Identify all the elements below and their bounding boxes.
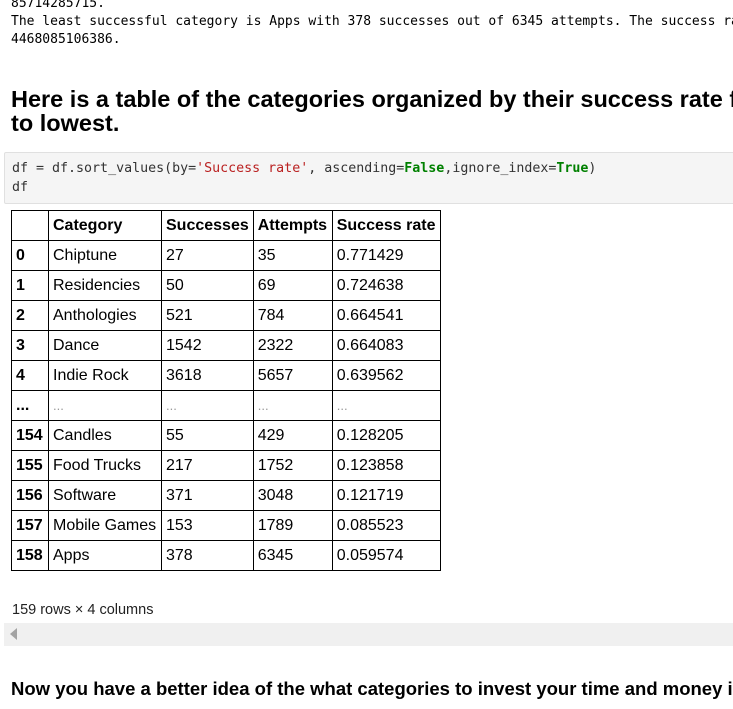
table-row: 1 Residencies 50 69 0.724638: [12, 271, 441, 301]
table-row: 156 Software 371 3048 0.121719: [12, 481, 441, 511]
row-index: 2: [12, 301, 49, 331]
header-successes: Successes: [162, 211, 254, 241]
table-row: 4 Indie Rock 3618 5657 0.639562: [12, 361, 441, 391]
row-index: 0: [12, 241, 49, 271]
cell-category: Software: [49, 481, 162, 511]
cell-successes: 371: [162, 481, 254, 511]
output-line-1: 85714285715.: [11, 0, 105, 11]
cell-category: Residencies: [49, 271, 162, 301]
header-attempts: Attempts: [253, 211, 332, 241]
code-keyword: True: [556, 161, 588, 176]
cell-category: Candles: [49, 421, 162, 451]
cell-ellipsis: ...: [253, 391, 332, 421]
cell-success-rate: 0.664541: [332, 301, 440, 331]
cell-success-rate: 0.639562: [332, 361, 440, 391]
table-row: 3 Dance 1542 2322 0.664083: [12, 331, 441, 361]
row-index: 156: [12, 481, 49, 511]
header-success-rate: Success rate: [332, 211, 440, 241]
cell-category: Dance: [49, 331, 162, 361]
cell-success-rate: 0.085523: [332, 511, 440, 541]
scroll-left-icon[interactable]: [10, 628, 17, 640]
table-row: 0 Chiptune 27 35 0.771429: [12, 241, 441, 271]
cell-successes: 55: [162, 421, 254, 451]
cell-successes: 378: [162, 541, 254, 571]
dataframe-shape: 159 rows × 4 columns: [12, 602, 153, 618]
row-index: 154: [12, 421, 49, 451]
cell-success-rate: 0.771429: [332, 241, 440, 271]
code-token: df = df.sort_values(by=: [12, 161, 196, 176]
cell-attempts: 35: [253, 241, 332, 271]
cell-successes: 27: [162, 241, 254, 271]
cell-category: Apps: [49, 541, 162, 571]
cell-successes: 153: [162, 511, 254, 541]
output-line-2: The least successful category is Apps wi…: [11, 14, 733, 29]
cell-successes: 1542: [162, 331, 254, 361]
cell-output-text: 85714285715. The least successful catego…: [11, 0, 733, 49]
cell-ellipsis: ...: [162, 391, 254, 421]
table-row: 154 Candles 55 429 0.128205: [12, 421, 441, 451]
heading-line-2: to lowest.: [11, 110, 119, 135]
cell-attempts: 429: [253, 421, 332, 451]
row-index: 1: [12, 271, 49, 301]
code-line-2: df: [12, 178, 28, 197]
row-index: 155: [12, 451, 49, 481]
cell-success-rate: 0.724638: [332, 271, 440, 301]
cell-attempts: 1789: [253, 511, 332, 541]
cell-category: Food Trucks: [49, 451, 162, 481]
cell-success-rate: 0.123858: [332, 451, 440, 481]
code-keyword: False: [404, 161, 444, 176]
horizontal-scrollbar[interactable]: [4, 623, 733, 646]
output-line-3: 4468085106386.: [11, 32, 121, 47]
cell-attempts: 6345: [253, 541, 332, 571]
code-token: ,ignore_index=: [444, 161, 556, 176]
cell-ellipsis: ...: [49, 391, 162, 421]
cell-attempts: 69: [253, 271, 332, 301]
cell-attempts: 5657: [253, 361, 332, 391]
cell-attempts: 784: [253, 301, 332, 331]
code-line-1: df = df.sort_values(by='Success rate', a…: [12, 159, 596, 178]
cell-attempts: 1752: [253, 451, 332, 481]
heading-line-1: Here is a table of the categories organi…: [11, 87, 733, 112]
markdown-heading: Here is a table of the categories organi…: [11, 87, 733, 135]
table-row: 2 Anthologies 521 784 0.664541: [12, 301, 441, 331]
code-token: , ascending=: [308, 161, 404, 176]
cell-success-rate: 0.664083: [332, 331, 440, 361]
cell-success-rate: 0.059574: [332, 541, 440, 571]
cell-successes: 521: [162, 301, 254, 331]
row-index: 4: [12, 361, 49, 391]
cell-category: Anthologies: [49, 301, 162, 331]
cell-attempts: 2322: [253, 331, 332, 361]
cell-category: Indie Rock: [49, 361, 162, 391]
table-row: 155 Food Trucks 217 1752 0.123858: [12, 451, 441, 481]
table-header-row: Category Successes Attempts Success rate: [12, 211, 441, 241]
markdown-paragraph: Now you have a better idea of the what c…: [11, 678, 733, 700]
cell-ellipsis: ...: [332, 391, 440, 421]
cell-success-rate: 0.128205: [332, 421, 440, 451]
cell-success-rate: 0.121719: [332, 481, 440, 511]
dataframe-table: Category Successes Attempts Success rate…: [11, 210, 441, 571]
row-index: 3: [12, 331, 49, 361]
cell-category: Mobile Games: [49, 511, 162, 541]
table-row-ellipsis: ... ... ... ... ...: [12, 391, 441, 421]
code-string: 'Success rate': [196, 161, 308, 176]
cell-category: Chiptune: [49, 241, 162, 271]
row-index: 158: [12, 541, 49, 571]
cell-successes: 50: [162, 271, 254, 301]
header-index: [12, 211, 49, 241]
cell-successes: 3618: [162, 361, 254, 391]
cell-successes: 217: [162, 451, 254, 481]
header-category: Category: [49, 211, 162, 241]
code-cell[interactable]: df = df.sort_values(by='Success rate', a…: [4, 152, 733, 204]
code-token: ): [588, 161, 596, 176]
table-row: 157 Mobile Games 153 1789 0.085523: [12, 511, 441, 541]
row-index: 157: [12, 511, 49, 541]
table-row: 158 Apps 378 6345 0.059574: [12, 541, 441, 571]
cell-attempts: 3048: [253, 481, 332, 511]
row-index: ...: [12, 391, 49, 421]
